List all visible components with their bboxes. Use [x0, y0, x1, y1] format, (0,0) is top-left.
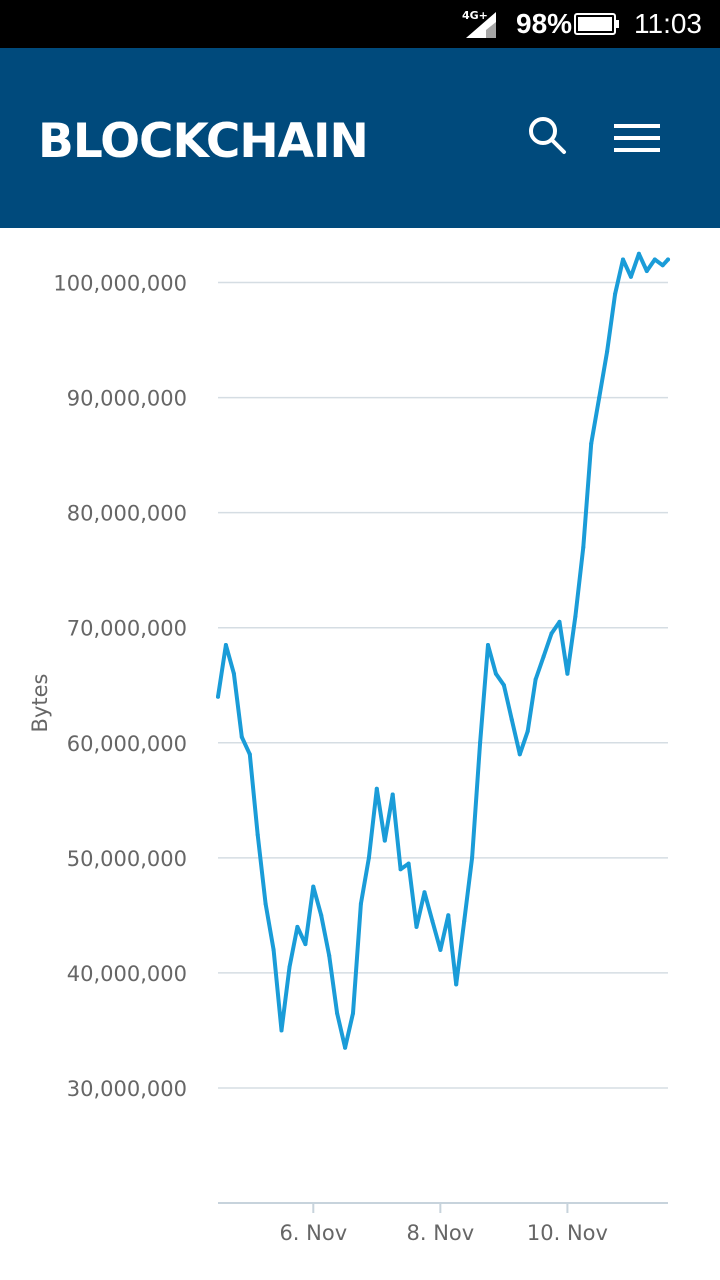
- data-point: [652, 257, 657, 262]
- y-axis-tick-labels: 30,000,000 40,000,000 50,000,000 60,000,000…: [53, 272, 187, 1101]
- data-point: [525, 729, 530, 734]
- data-point: [533, 677, 538, 682]
- data-point: [231, 671, 236, 676]
- data-point: [271, 947, 276, 952]
- y-tick-label: 60,000,000: [67, 732, 187, 756]
- data-point: [422, 890, 427, 895]
- data-point: [541, 654, 546, 659]
- clock: 11:03: [634, 8, 702, 39]
- series-layer: [216, 251, 670, 1050]
- search-icon[interactable]: [524, 112, 570, 158]
- data-point: [343, 1045, 348, 1050]
- data-point: [398, 867, 403, 872]
- x-axis: 6. Nov 8. Nov 10. Nov: [218, 1202, 668, 1245]
- data-point: [470, 855, 475, 860]
- data-point: [660, 263, 665, 268]
- data-point: [366, 855, 371, 860]
- y-tick-label: 40,000,000: [67, 962, 187, 986]
- y-axis-label: Bytes: [28, 673, 52, 733]
- data-point: [613, 292, 618, 296]
- data-point: [216, 694, 220, 699]
- data-point: [374, 786, 379, 791]
- y-tick-label: 80,000,000: [67, 502, 187, 526]
- data-point: [597, 395, 602, 400]
- x-tick-label: 6. Nov: [279, 1221, 347, 1245]
- chart-container: 30,000,000 40,000,000 50,000,000 60,000,000…: [0, 228, 720, 1280]
- data-point: [462, 919, 467, 924]
- line-chart: 30,000,000 40,000,000 50,000,000 60,000,000…: [53, 251, 670, 1245]
- battery-percentage: 98%: [516, 8, 573, 39]
- app-header: BLOCKCHAIN: [0, 48, 720, 228]
- data-point: [644, 269, 649, 273]
- hamburger-menu-icon[interactable]: [612, 118, 664, 160]
- data-point: [636, 251, 641, 256]
- data-point: [414, 924, 419, 929]
- data-point: [549, 631, 554, 636]
- y-tick-label: 30,000,000: [67, 1077, 187, 1101]
- data-point: [311, 884, 316, 889]
- data-point: [223, 643, 228, 647]
- y-tick-label: 70,000,000: [67, 617, 187, 641]
- data-point: [390, 792, 395, 797]
- data-point: [358, 901, 363, 906]
- y-tick-label: 100,000,000: [53, 272, 187, 296]
- data-point: [589, 441, 594, 446]
- data-point: [493, 671, 498, 676]
- data-point: [247, 752, 252, 757]
- data-point: [430, 919, 435, 924]
- data-point: [628, 274, 633, 279]
- data-point: [319, 913, 324, 918]
- data-point: [501, 683, 506, 688]
- y-tick-label: 50,000,000: [67, 847, 187, 871]
- data-point: [605, 349, 610, 354]
- network-type: 4G+: [462, 9, 488, 22]
- data-point: [581, 545, 586, 550]
- data-point: [517, 752, 522, 757]
- data-point: [486, 643, 490, 647]
- data-point: [263, 901, 268, 906]
- data-point: [573, 614, 578, 619]
- x-tick-label: 8. Nov: [407, 1221, 475, 1245]
- status-bar: 4G+ 98% 11:03: [0, 0, 720, 48]
- data-point: [509, 717, 514, 722]
- data-point: [666, 257, 670, 262]
- data-point: [454, 982, 459, 987]
- data-point: [382, 838, 387, 843]
- data-point: [557, 619, 562, 624]
- data-point: [446, 913, 451, 918]
- data-point: [621, 257, 625, 262]
- data-point: [327, 953, 332, 958]
- data-point: [295, 924, 300, 929]
- data-point: [565, 671, 570, 676]
- data-point: [255, 832, 260, 837]
- data-point: [438, 947, 443, 952]
- data-point: [406, 861, 411, 866]
- data-point: [351, 1011, 355, 1016]
- signal-icon: [466, 12, 496, 38]
- data-point: [239, 735, 244, 739]
- x-tick-label: 10. Nov: [527, 1221, 608, 1245]
- data-point: [335, 1011, 340, 1016]
- battery-icon: [574, 13, 619, 35]
- data-point: [303, 942, 308, 947]
- y-tick-label: 90,000,000: [67, 387, 187, 411]
- brand-logo[interactable]: BLOCKCHAIN: [38, 114, 369, 169]
- gridlines: [218, 281, 668, 1089]
- series-line: [216, 251, 670, 1050]
- data-point: [279, 1028, 284, 1033]
- data-point: [478, 740, 483, 745]
- data-point: [287, 965, 292, 970]
